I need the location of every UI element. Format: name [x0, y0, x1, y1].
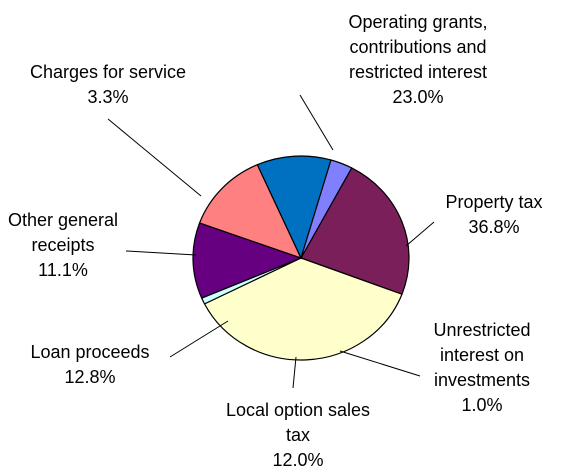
- leader-line-5: [125, 250, 197, 256]
- pie-slice-6: [300, 159, 353, 259]
- pie-slice-0: [300, 167, 410, 295]
- slice-label-5: Other general receipts 11.1%: [8, 210, 118, 280]
- pie-slice-5: [256, 155, 332, 260]
- slice-label-4-line-1: 12.8%: [64, 367, 115, 387]
- slice-label-0-line-0: Operating grants,: [348, 12, 487, 32]
- slice-label-3-line-0: Local option sales: [226, 400, 370, 420]
- slice-label-2: Unrestricted interest on investments 1.0%: [433, 320, 530, 415]
- leader-line-2: [339, 350, 421, 377]
- slice-label-5-line-2: 11.1%: [38, 260, 88, 280]
- slice-label-6: Charges for service 3.3%: [30, 62, 186, 107]
- slice-label-3-line-1: tax: [286, 425, 310, 445]
- slice-label-1-line-1: 36.8%: [468, 217, 519, 237]
- slice-label-0-line-3: 23.0%: [392, 87, 443, 107]
- slice-label-3-line-2: 12.0%: [272, 450, 323, 470]
- leader-lines: [107, 94, 435, 389]
- slice-label-2-line-1: interest on: [440, 345, 524, 365]
- slice-label-0: Operating grants, contributions and restri…: [348, 12, 487, 107]
- leader-line-4: [169, 320, 229, 358]
- slice-label-2-line-0: Unrestricted: [433, 320, 530, 340]
- slice-label-5-line-1: receipts: [31, 235, 94, 255]
- slice-label-4: Loan proceeds 12.8%: [30, 342, 149, 387]
- pie-slice-4: [198, 163, 303, 260]
- slice-label-5-line-0: Other general: [8, 210, 118, 230]
- slice-label-6-line-0: Charges for service: [30, 62, 186, 82]
- slice-label-0-line-2: restricted interest: [349, 62, 487, 82]
- slice-label-6-line-1: 3.3%: [87, 87, 128, 107]
- leader-line-0: [299, 94, 334, 151]
- slice-label-0-line-1: contributions and: [349, 37, 486, 57]
- slice-label-3: Local option sales tax 12.0%: [226, 400, 370, 470]
- leader-line-3: [292, 356, 297, 389]
- slice-label-4-line-0: Loan proceeds: [30, 342, 149, 362]
- pie-slices: [192, 155, 410, 361]
- slice-label-2-line-3: 1.0%: [461, 395, 502, 415]
- slice-label-2-line-2: investments: [434, 370, 530, 390]
- pie-slice-3: [192, 222, 303, 299]
- slice-labels: Operating grants, contributions and restri…: [8, 12, 543, 470]
- pie-slice-1: [203, 257, 403, 361]
- slice-label-1: Property tax 36.8%: [445, 192, 542, 237]
- leader-line-1: [405, 221, 435, 247]
- leader-line-6: [107, 118, 202, 197]
- slice-label-1-line-0: Property tax: [445, 192, 542, 212]
